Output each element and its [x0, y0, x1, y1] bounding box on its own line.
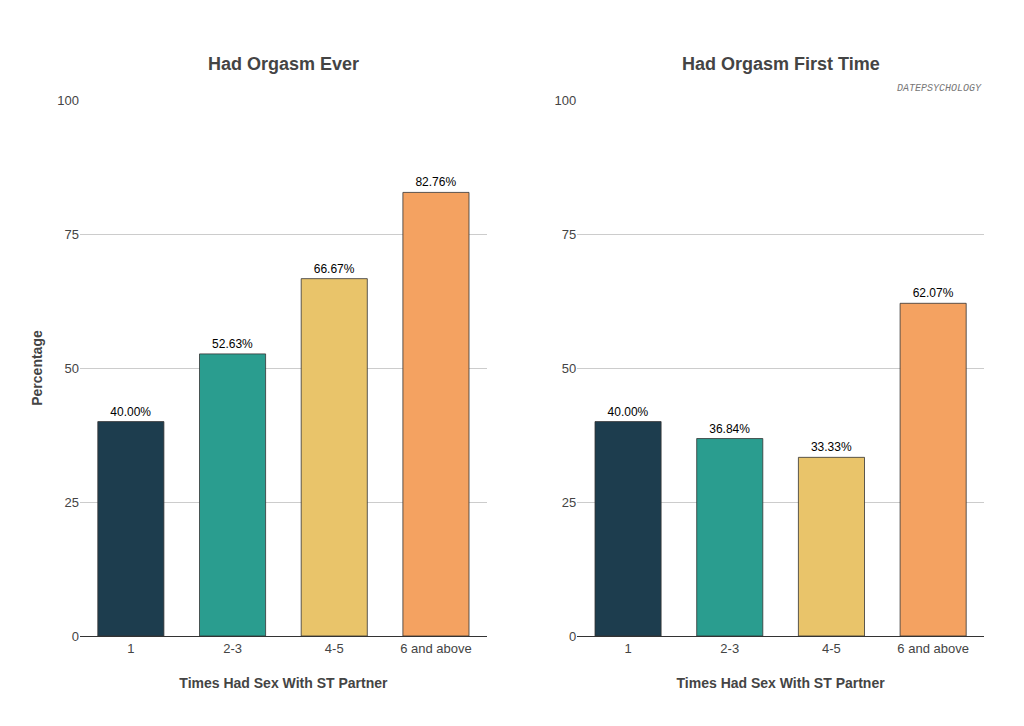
svg-text:52.63%: 52.63% [212, 337, 253, 351]
svg-text:Percentage: Percentage [29, 330, 45, 406]
svg-text:0: 0 [569, 629, 576, 644]
svg-text:66.67%: 66.67% [314, 262, 355, 276]
svg-text:Had Orgasm Ever: Had Orgasm Ever [208, 54, 359, 74]
svg-text:Times Had Sex With ST Partner: Times Had Sex With ST Partner [179, 675, 388, 691]
svg-text:Had Orgasm First Time: Had Orgasm First Time [682, 54, 880, 74]
svg-text:36.84%: 36.84% [709, 422, 750, 436]
svg-text:62.07%: 62.07% [913, 286, 954, 300]
svg-text:6 and above: 6 and above [897, 641, 969, 656]
svg-text:Times Had Sex With ST Partner: Times Had Sex With ST Partner [677, 675, 886, 691]
svg-text:6 and above: 6 and above [400, 641, 472, 656]
svg-text:2-3: 2-3 [720, 641, 739, 656]
svg-text:100: 100 [57, 93, 79, 108]
svg-text:25: 25 [65, 495, 79, 510]
svg-text:0: 0 [72, 629, 79, 644]
svg-text:50: 50 [65, 361, 79, 376]
svg-text:40.00%: 40.00% [608, 405, 649, 419]
svg-text:100: 100 [554, 93, 576, 108]
svg-text:4-5: 4-5 [325, 641, 344, 656]
svg-text:4-5: 4-5 [822, 641, 841, 656]
svg-text:1: 1 [624, 641, 631, 656]
svg-text:75: 75 [562, 227, 576, 242]
svg-text:82.76%: 82.76% [415, 175, 456, 189]
svg-text:2-3: 2-3 [223, 641, 242, 656]
svg-text:33.33%: 33.33% [811, 440, 852, 454]
svg-text:1: 1 [127, 641, 134, 656]
svg-text:50: 50 [562, 361, 576, 376]
svg-text:40.00%: 40.00% [110, 405, 151, 419]
svg-text:DATEPSYCHOLOGY: DATEPSYCHOLOGY [897, 83, 982, 94]
svg-text:25: 25 [562, 495, 576, 510]
svg-text:75: 75 [65, 227, 79, 242]
